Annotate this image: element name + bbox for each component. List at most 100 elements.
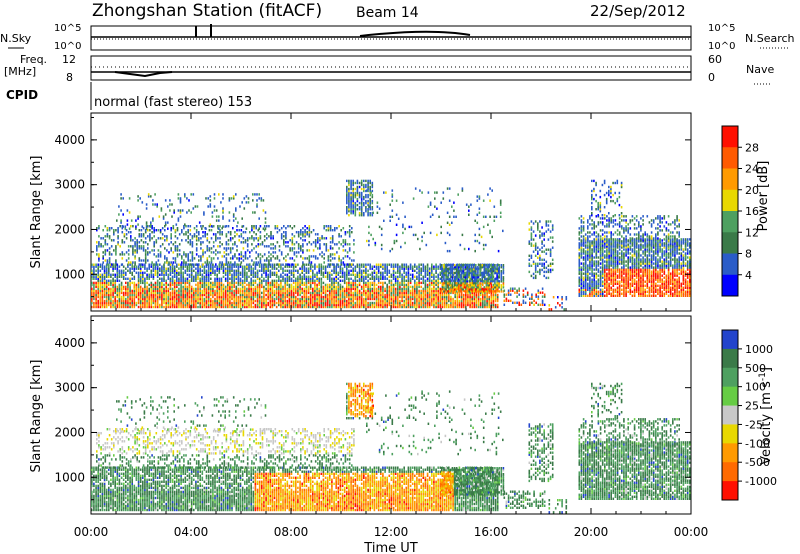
echo-cell bbox=[323, 243, 325, 246]
echo-cell bbox=[499, 211, 502, 214]
echo-cell bbox=[169, 267, 172, 270]
echo-cell bbox=[439, 301, 442, 305]
echo-cell bbox=[283, 241, 285, 244]
echo-cell bbox=[278, 295, 280, 299]
echo-cell bbox=[326, 301, 329, 305]
echo-cell bbox=[99, 289, 102, 293]
echo-cell bbox=[433, 295, 435, 299]
echo-cell bbox=[456, 291, 459, 295]
echo-cell bbox=[346, 275, 348, 278]
echo-cell bbox=[229, 247, 232, 250]
echo-cell bbox=[140, 235, 143, 238]
echo-cell bbox=[365, 273, 367, 276]
echo-cell bbox=[301, 289, 303, 293]
echo-cell bbox=[263, 225, 266, 228]
echo-cell bbox=[467, 293, 469, 297]
echo-cell bbox=[167, 275, 170, 278]
echo-cell bbox=[173, 303, 176, 307]
echo-cell bbox=[146, 291, 148, 295]
echo-cell bbox=[450, 269, 452, 272]
echo-cell bbox=[367, 208, 369, 211]
echo-cell bbox=[420, 281, 422, 285]
echo-cell bbox=[490, 301, 493, 305]
echo-cell bbox=[200, 225, 202, 228]
echo-cell bbox=[401, 265, 403, 268]
echo-cell bbox=[346, 281, 348, 285]
echo-cell bbox=[169, 265, 172, 268]
echo-cell bbox=[335, 265, 337, 268]
echo-cell bbox=[339, 279, 342, 282]
echo-cell bbox=[139, 293, 142, 297]
echo-cell bbox=[351, 263, 353, 266]
echo-cell bbox=[210, 263, 212, 266]
echo-cell bbox=[439, 291, 442, 295]
echo-cell bbox=[428, 295, 431, 299]
echo-cell bbox=[171, 269, 174, 272]
echo-cell bbox=[306, 249, 308, 252]
echo-cell bbox=[137, 301, 140, 305]
echo-cell bbox=[363, 195, 365, 199]
echo-cell bbox=[201, 227, 203, 230]
echo-cell bbox=[428, 293, 431, 297]
echo-cell bbox=[272, 247, 274, 250]
echo-cell bbox=[180, 277, 182, 280]
echo-cell bbox=[101, 281, 104, 285]
echo-cell bbox=[435, 305, 437, 309]
echo-cell bbox=[320, 267, 323, 270]
echo-cell bbox=[401, 295, 403, 299]
echo-cell bbox=[167, 305, 170, 309]
echo-cell bbox=[252, 295, 255, 299]
echo-cell bbox=[101, 293, 104, 297]
echo-cell bbox=[303, 299, 306, 303]
echo-cell bbox=[275, 293, 278, 297]
echo-cell bbox=[267, 279, 269, 282]
echo-cell bbox=[292, 281, 295, 285]
echo-cell bbox=[136, 249, 138, 252]
echo-cell bbox=[166, 235, 168, 238]
echo-cell bbox=[201, 273, 204, 276]
nsky-bump bbox=[359, 30, 471, 37]
echo-cell bbox=[346, 305, 348, 309]
echo-cell bbox=[326, 299, 329, 303]
echo-cell bbox=[304, 257, 306, 260]
echo-cell bbox=[324, 271, 327, 274]
echo-cell bbox=[191, 257, 194, 260]
echo-cell bbox=[91, 305, 93, 309]
echo-cell bbox=[232, 263, 234, 266]
echo-cell bbox=[186, 197, 188, 200]
echo-cell bbox=[369, 273, 371, 276]
echo-cell bbox=[286, 301, 289, 305]
echo-cell bbox=[173, 299, 176, 303]
echo-cell bbox=[356, 273, 359, 276]
echo-cell bbox=[212, 267, 214, 270]
echo-cell bbox=[318, 293, 320, 297]
echo-cell bbox=[316, 283, 318, 287]
echo-cell bbox=[369, 293, 371, 297]
echo-cell bbox=[284, 287, 286, 291]
echo-cell bbox=[403, 277, 405, 280]
echo-cell bbox=[339, 275, 342, 278]
echo-cell bbox=[437, 283, 439, 287]
echo-cell bbox=[426, 273, 429, 276]
echo-cell bbox=[256, 293, 259, 297]
echo-cell bbox=[421, 191, 423, 194]
echo-cell bbox=[216, 301, 218, 305]
echo-cell bbox=[152, 199, 154, 202]
echo-cell bbox=[469, 277, 471, 280]
echo-cell bbox=[486, 293, 488, 297]
echo-cell bbox=[289, 249, 291, 252]
echo-cell bbox=[377, 263, 380, 266]
echo-cell bbox=[198, 255, 200, 258]
echo-cell bbox=[185, 239, 187, 242]
echo-cell bbox=[370, 233, 372, 237]
echo-cell bbox=[178, 273, 180, 276]
echo-cell bbox=[250, 265, 252, 268]
echo-cell bbox=[135, 271, 138, 274]
echo-cell bbox=[114, 279, 116, 282]
echo-cell bbox=[473, 305, 476, 309]
echo-cell bbox=[343, 289, 346, 293]
echo-cell bbox=[174, 249, 177, 252]
echo-cell bbox=[375, 283, 378, 287]
echo-cell bbox=[409, 265, 412, 268]
echo-cell bbox=[114, 281, 116, 285]
